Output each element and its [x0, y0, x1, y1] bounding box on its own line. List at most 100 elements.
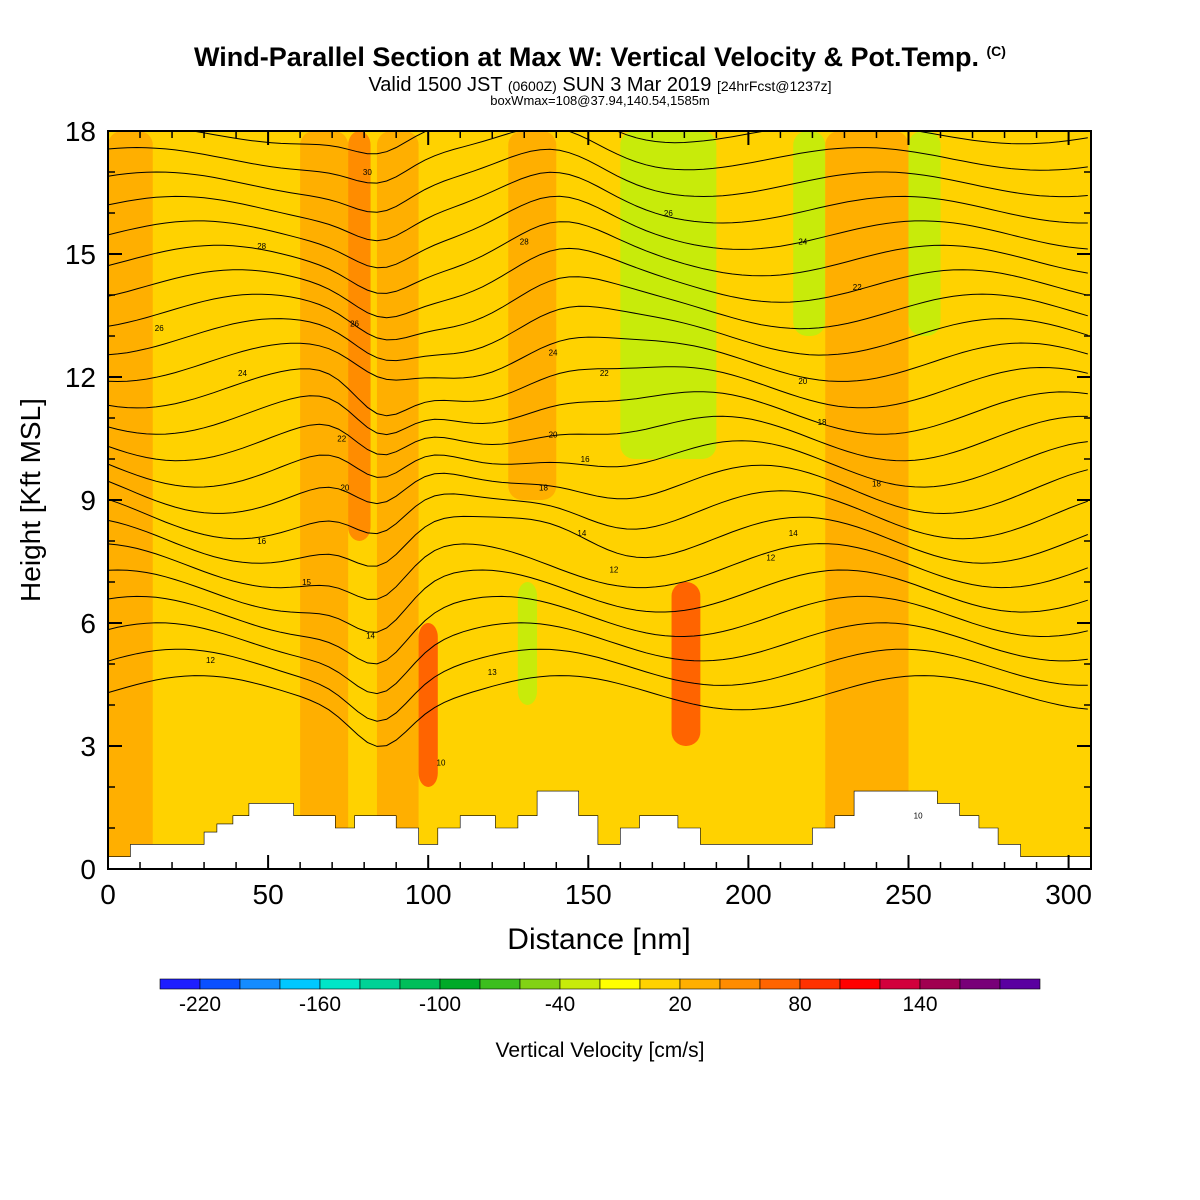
contour-label-20: 14	[577, 529, 586, 538]
contour-label-11: 20	[798, 377, 807, 386]
subtitle-utc: (0600Z)	[507, 78, 557, 94]
colorbar-swatch-2	[239, 978, 281, 990]
isentrope-19	[108, 171, 1088, 242]
contour-label-15: 16	[581, 455, 590, 464]
x-tick-label-0: 0	[100, 879, 116, 910]
field-band-5	[376, 131, 419, 869]
x-tick-label-3: 150	[565, 879, 612, 910]
field-band-6	[418, 623, 438, 787]
field-band-2	[252, 131, 301, 869]
contour-label-18: 18	[872, 480, 881, 489]
colorbar-tick-0: -220	[179, 993, 221, 1016]
pot-temp-contours	[108, 131, 1088, 747]
contour-label-28: 10	[437, 758, 446, 767]
x-axis-label: Distance [nm]	[507, 923, 690, 956]
y-tick-label-4: 12	[65, 362, 96, 393]
field-band-13	[908, 131, 941, 336]
contour-label-25: 14	[366, 631, 375, 640]
x-tick-label-2: 100	[405, 879, 452, 910]
x-tick-label-4: 200	[725, 879, 772, 910]
contour-label-1: 28	[257, 242, 266, 251]
field-band-12	[825, 131, 909, 869]
isentrope-1	[108, 648, 1088, 722]
chart-title: Wind-Parallel Section at Max W: Vertical…	[194, 42, 1006, 72]
isentrope-5	[108, 543, 1088, 600]
y-axis-label: Height [Kft MSL]	[15, 398, 46, 602]
field-band-0	[108, 131, 153, 869]
isentrope-18	[108, 195, 1088, 269]
chart-title-mark: (C)	[986, 43, 1006, 59]
terrain-mask	[108, 790, 1091, 869]
contour-label-4: 24	[798, 238, 807, 247]
colorbar-swatch-10	[559, 978, 601, 990]
contour-label-2: 28	[520, 238, 529, 247]
x-tick-label-6: 300	[1045, 879, 1092, 910]
colorbar-swatch-14	[719, 978, 761, 990]
contour-label-7: 26	[350, 320, 359, 329]
isentrope-7	[108, 490, 1088, 540]
contour-label-14: 18	[818, 418, 827, 427]
contour-label-9: 24	[238, 369, 247, 378]
contour-label-23: 12	[609, 566, 618, 575]
plot-axes: 0 50 100 150 200 250 300 0 3 6 9 12 15 18	[65, 116, 1092, 910]
colorbar: -220 -160 -100 -40 20 80 140	[159, 978, 1041, 1016]
colorbar-swatch-9	[519, 978, 561, 990]
field-band-10	[671, 582, 701, 746]
isentrope-20	[108, 148, 1088, 213]
colorbar-swatch-16	[799, 978, 841, 990]
y-tick-label-6: 18	[65, 116, 96, 147]
isentrope-4	[108, 569, 1088, 633]
colorbar-swatch-3	[279, 978, 321, 990]
isentrope-16	[108, 247, 1088, 319]
isentrope-13	[108, 336, 1088, 383]
y-tick-label-0: 0	[80, 854, 96, 885]
terrain-shape	[108, 790, 1091, 869]
colorbar-swatch-18	[879, 978, 921, 990]
field-band-4	[348, 131, 371, 541]
contour-label-3: 26	[664, 209, 673, 218]
chart-subtitle-line2: boxWmax=108@37.94,140.54,1585m	[490, 93, 710, 108]
y-tick-label-5: 15	[65, 239, 96, 270]
contour-label-22: 12	[766, 553, 775, 562]
colorbar-swatch-4	[319, 978, 361, 990]
contour-label-6: 26	[155, 324, 164, 333]
contour-label-24: 15	[302, 578, 311, 587]
colorbar-swatch-21	[999, 978, 1041, 990]
contour-label-0: 30	[363, 168, 372, 177]
colorbar-swatch-15	[759, 978, 801, 990]
field-band-3	[300, 131, 349, 869]
colorbar-swatch-7	[439, 978, 481, 990]
contour-label-16: 20	[340, 484, 349, 493]
colorbar-swatch-19	[919, 978, 961, 990]
subtitle-forecast: [24hrFcst@1237z]	[716, 78, 832, 94]
colorbar-swatch-20	[959, 978, 1001, 990]
field-band-1	[152, 131, 253, 869]
isentrope-8	[108, 464, 1088, 515]
isentrope-21	[108, 131, 1088, 184]
isentrope-17	[108, 221, 1088, 294]
field-band-8	[517, 582, 538, 705]
isentrope-11	[108, 391, 1088, 436]
colorbar-swatch-0	[159, 978, 201, 990]
contour-label-13: 20	[549, 430, 558, 439]
isentrope-14	[108, 305, 1088, 362]
field-band-7	[508, 131, 557, 500]
contour-label-5: 22	[853, 283, 862, 292]
colorbar-tick-6: 140	[902, 993, 937, 1016]
isentrope-3	[108, 595, 1088, 665]
isentrope-10	[108, 415, 1088, 462]
colorbar-swatch-1	[199, 978, 241, 990]
y-tick-label-2: 6	[80, 608, 96, 639]
contour-label-17: 18	[539, 484, 548, 493]
contour-label-26: 12	[206, 656, 215, 665]
contour-labels: 30 28 28 26 24 22 26 26 24 24 22 20 22 20 18 16 20 18 18 16…	[155, 168, 923, 821]
contour-label-21: 14	[789, 529, 798, 538]
isentrope-9	[108, 440, 1088, 488]
contour-label-10: 22	[600, 369, 609, 378]
isentrope-12	[108, 366, 1088, 417]
contour-label-27: 13	[488, 668, 497, 677]
isentrope-15	[108, 276, 1088, 341]
colorbar-swatch-5	[359, 978, 401, 990]
y-tick-label-3: 9	[80, 485, 96, 516]
